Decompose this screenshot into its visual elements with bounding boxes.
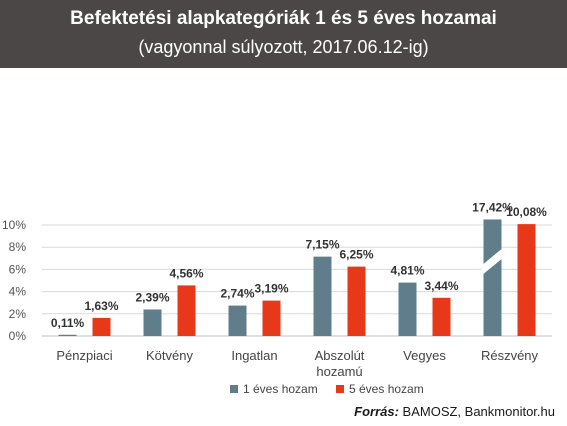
y-tick-label: 10% bbox=[2, 218, 26, 232]
data-label: 17,42% bbox=[472, 200, 513, 214]
chart-header: Befektetési alapkategóriák 1 és 5 éves h… bbox=[0, 0, 567, 68]
legend-swatch bbox=[230, 385, 238, 393]
bar-2 bbox=[517, 224, 536, 336]
data-label: 3,44% bbox=[424, 279, 458, 293]
category-label: Kötvény bbox=[146, 348, 193, 363]
data-label: 4,81% bbox=[390, 264, 424, 278]
bar-1 bbox=[58, 334, 77, 336]
bar-1 bbox=[143, 309, 162, 336]
bar-2 bbox=[262, 300, 281, 336]
data-label: 1,63% bbox=[84, 299, 118, 313]
data-label: 6,25% bbox=[339, 248, 373, 262]
data-label: 7,15% bbox=[305, 238, 339, 252]
chart-title: Befektetési alapkategóriák 1 és 5 éves h… bbox=[70, 8, 497, 29]
bar-2 bbox=[432, 297, 451, 336]
legend-label: 5 éves hozam bbox=[349, 382, 424, 396]
bar-1 bbox=[228, 305, 247, 336]
bar-1 bbox=[398, 282, 417, 336]
chart-subtitle: (vagyonnal súlyozott, 2017.06.12-ig) bbox=[138, 37, 429, 57]
legend-label: 1 éves hozam bbox=[243, 382, 318, 396]
data-label: 0,11% bbox=[51, 316, 85, 330]
source-note: Forrás: BAMOSZ, Bankmonitor.hu bbox=[354, 404, 555, 419]
legend-swatch bbox=[336, 385, 344, 393]
bar-1 bbox=[313, 256, 332, 336]
source-text: BAMOSZ, Bankmonitor.hu bbox=[398, 404, 555, 419]
bar-2 bbox=[92, 317, 111, 336]
category-label: Abszolút hozamú bbox=[315, 348, 365, 379]
data-label: 2,39% bbox=[135, 290, 169, 304]
category-label: Részvény bbox=[481, 348, 539, 363]
bar-2 bbox=[347, 266, 366, 336]
data-label: 3,19% bbox=[254, 282, 288, 296]
data-label: 4,56% bbox=[169, 266, 203, 280]
category-label: Vegyes bbox=[403, 348, 446, 363]
bar-chart: 0% 2% 4% 6% 8% 10% 0,11% 1,63% Pénzpiaci 2,39%4,5… bbox=[2, 200, 552, 396]
y-tick-label: 6% bbox=[9, 262, 27, 276]
category-label: Pénzpiaci bbox=[56, 348, 112, 363]
data-label: 2,74% bbox=[220, 287, 254, 301]
y-tick-label: 2% bbox=[9, 307, 27, 321]
source-label: Forrás: bbox=[354, 404, 399, 419]
data-label: 10,08% bbox=[506, 205, 547, 219]
bar-1 bbox=[483, 219, 502, 336]
axis-break-mark bbox=[481, 247, 504, 276]
y-tick-label: 0% bbox=[9, 329, 27, 343]
category-label: Ingatlan bbox=[231, 348, 277, 363]
y-tick-label: 8% bbox=[9, 240, 27, 254]
bar-2 bbox=[177, 285, 196, 336]
y-tick-label: 4% bbox=[9, 285, 27, 299]
